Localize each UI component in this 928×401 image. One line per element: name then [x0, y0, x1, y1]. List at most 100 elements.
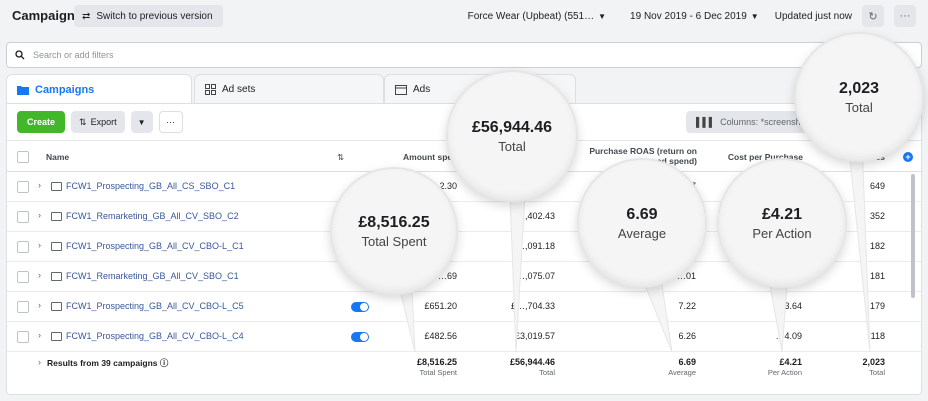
table-row[interactable]: › FCW1_Prospecting_GB_All_CV_CBO-L_C4 £482…	[7, 322, 923, 352]
callout-label: Total	[498, 138, 526, 154]
callout-total-spent: £8,516.25 Total Spent	[330, 167, 458, 295]
campaign-toggle[interactable]	[351, 302, 369, 312]
callout-total-purchases: 2,023 Total	[794, 32, 924, 162]
table-row[interactable]: › FCW1_Prospecting_GB_All_CV_CBO-L_C1 …,09…	[7, 232, 923, 262]
footer-purchases-sub: Total	[869, 368, 885, 377]
create-button[interactable]: Create	[17, 111, 66, 133]
export-button[interactable]: ⇅ Export	[71, 111, 125, 133]
footer-value-sub: Total	[539, 368, 555, 377]
chevron-right-icon[interactable]: ›	[38, 330, 41, 340]
table-row[interactable]: › FCW1_Remarketing_GB_All_CV_SBO_C1 …69 …,0…	[7, 262, 923, 292]
chevron-right-icon[interactable]: ›	[38, 240, 41, 250]
folder-icon	[51, 332, 62, 341]
callout-value: £4.21	[761, 205, 803, 223]
cost-per-purchase-cell: …3.64	[775, 301, 802, 311]
columns-button[interactable]: ▌▌▌ Columns: *screenshots	[686, 111, 823, 133]
roas-cell: …01	[676, 271, 696, 281]
purchases-cell: 118	[870, 331, 885, 341]
date-range-selector[interactable]: 19 Nov 2019 - 6 Dec 2019 ▼	[630, 11, 759, 22]
folder-icon	[51, 182, 62, 191]
toolbar: Create ⇅ Export ▼ ···	[17, 111, 183, 133]
row-checkbox[interactable]	[17, 211, 29, 223]
chevron-down-icon: ▼	[750, 11, 759, 21]
chevron-right-icon[interactable]: ›	[38, 300, 41, 310]
amount-spent-cell: £651.20	[424, 301, 457, 311]
row-checkbox[interactable]	[17, 271, 29, 283]
swap-icon: ⇄	[82, 10, 91, 22]
sort-icon[interactable]: ⇅	[337, 152, 345, 162]
chevron-down-icon: ▼	[137, 117, 146, 127]
select-all-checkbox[interactable]	[17, 151, 29, 163]
add-column-icon[interactable]: +	[903, 152, 913, 162]
chevron-right-icon[interactable]: ›	[38, 357, 41, 367]
roas-cell: 6.26	[678, 331, 696, 341]
results-text: Results from 39 campaigns	[47, 358, 158, 368]
results-footer: › Results from 39 campaigns ⓘ £8,516.25 …	[7, 352, 923, 382]
folder-icon	[51, 212, 62, 221]
chevron-right-icon[interactable]: ›	[38, 180, 41, 190]
chevron-right-icon[interactable]: ›	[38, 210, 41, 220]
updated-status: Updated just now	[774, 10, 852, 22]
info-icon[interactable]: ⓘ	[159, 358, 169, 368]
refresh-icon: ↻	[868, 10, 878, 23]
callout-label: Total	[845, 99, 873, 115]
table-row[interactable]: › FCW1_Prospecting_GB_All_CV_CBO-L_C5 £651…	[7, 292, 923, 322]
search-bar[interactable]: Search or add filters	[6, 42, 922, 68]
callout-label: Total Spent	[361, 233, 427, 249]
columns-label: Columns: *screenshots	[720, 117, 813, 127]
switch-version-button[interactable]: ⇄ Switch to previous version	[74, 5, 223, 27]
amount-spent-cell: …69	[437, 271, 457, 281]
footer-purchases: 2,023	[862, 357, 885, 367]
tab-campaigns-label: Campaigns	[35, 83, 95, 96]
cost-per-purchase-cell: …4.09	[775, 331, 802, 341]
row-checkbox[interactable]	[17, 241, 29, 253]
more-button[interactable]: ···	[894, 5, 916, 27]
results-label: Results from 39 campaigns ⓘ	[47, 357, 168, 369]
campaign-name-link[interactable]: FCW1_Prospecting_GB_All_CS_SBO_C1	[66, 181, 236, 191]
purchase-value-cell: £3,019.57	[514, 331, 555, 341]
top-bar: Campaigns ⇄ Switch to previous version F…	[0, 0, 928, 32]
header-cost-per-purchase[interactable]: Cost per Purchase	[727, 152, 803, 162]
vertical-scrollbar[interactable]	[911, 174, 915, 298]
callout-label: Per Action	[752, 225, 812, 241]
campaign-name-link[interactable]: FCW1_Prospecting_GB_All_CV_CBO-L_C1	[66, 241, 244, 251]
row-checkbox[interactable]	[17, 181, 29, 193]
row-checkbox[interactable]	[17, 331, 29, 343]
campaign-toggle[interactable]	[351, 332, 369, 342]
export-dropdown-button[interactable]: ▼	[130, 111, 153, 133]
purchases-cell: 352	[869, 211, 885, 221]
search-icon	[15, 50, 25, 60]
table-row[interactable]: › FCW1_Remarketing_GB_All_CV_SBO_C2 £…,402…	[7, 202, 923, 232]
tab-campaigns[interactable]: Campaigns	[6, 74, 192, 104]
account-name: Force Wear (Upbeat) (551…	[467, 10, 595, 22]
export-icon: ⇅	[79, 116, 87, 127]
callout-total-value: £56,944.46 Total	[446, 70, 578, 202]
campaign-name-link[interactable]: FCW1_Remarketing_GB_All_CV_SBO_C2	[66, 211, 239, 221]
footer-spent-sub: Total Spent	[419, 368, 457, 377]
callout-value: £56,944.46	[471, 118, 553, 136]
row-checkbox[interactable]	[17, 301, 29, 313]
switch-version-label: Switch to previous version	[96, 10, 213, 22]
footer-spent: £8,516.25	[416, 357, 457, 367]
refresh-button[interactable]: ↻	[862, 5, 884, 27]
purchases-cell: 181	[869, 271, 885, 281]
campaign-name-link[interactable]: FCW1_Remarketing_GB_All_CV_SBO_C1	[66, 271, 239, 281]
grid-icon	[205, 84, 216, 95]
header-amount-spent[interactable]: Amount spe	[403, 152, 453, 162]
header-name[interactable]: Name	[46, 152, 70, 162]
toolbar-more-button[interactable]: ···	[158, 111, 183, 133]
callout-per-action: £4.21 Per Action	[717, 158, 847, 288]
chevron-right-icon[interactable]: ›	[38, 270, 41, 280]
callout-value: 2,023	[838, 79, 880, 97]
campaign-name-link[interactable]: FCW1_Prospecting_GB_All_CV_CBO-L_C5	[66, 301, 244, 311]
tab-ad-sets[interactable]: Ad sets	[194, 74, 384, 104]
page-title: Campaigns	[12, 8, 83, 23]
callout-value: £8,516.25	[358, 213, 430, 231]
footer-roas-sub: Average	[668, 368, 696, 377]
folder-icon	[51, 272, 62, 281]
account-selector[interactable]: Force Wear (Upbeat) (551… ▼	[468, 11, 606, 22]
purchases-cell: 182	[869, 241, 885, 251]
campaign-name-link[interactable]: FCW1_Prospecting_GB_All_CV_CBO-L_C4	[66, 331, 244, 341]
header-roas[interactable]: Purchase ROAS (return on ad spend)	[589, 146, 697, 166]
callout-label: Average	[617, 225, 667, 241]
